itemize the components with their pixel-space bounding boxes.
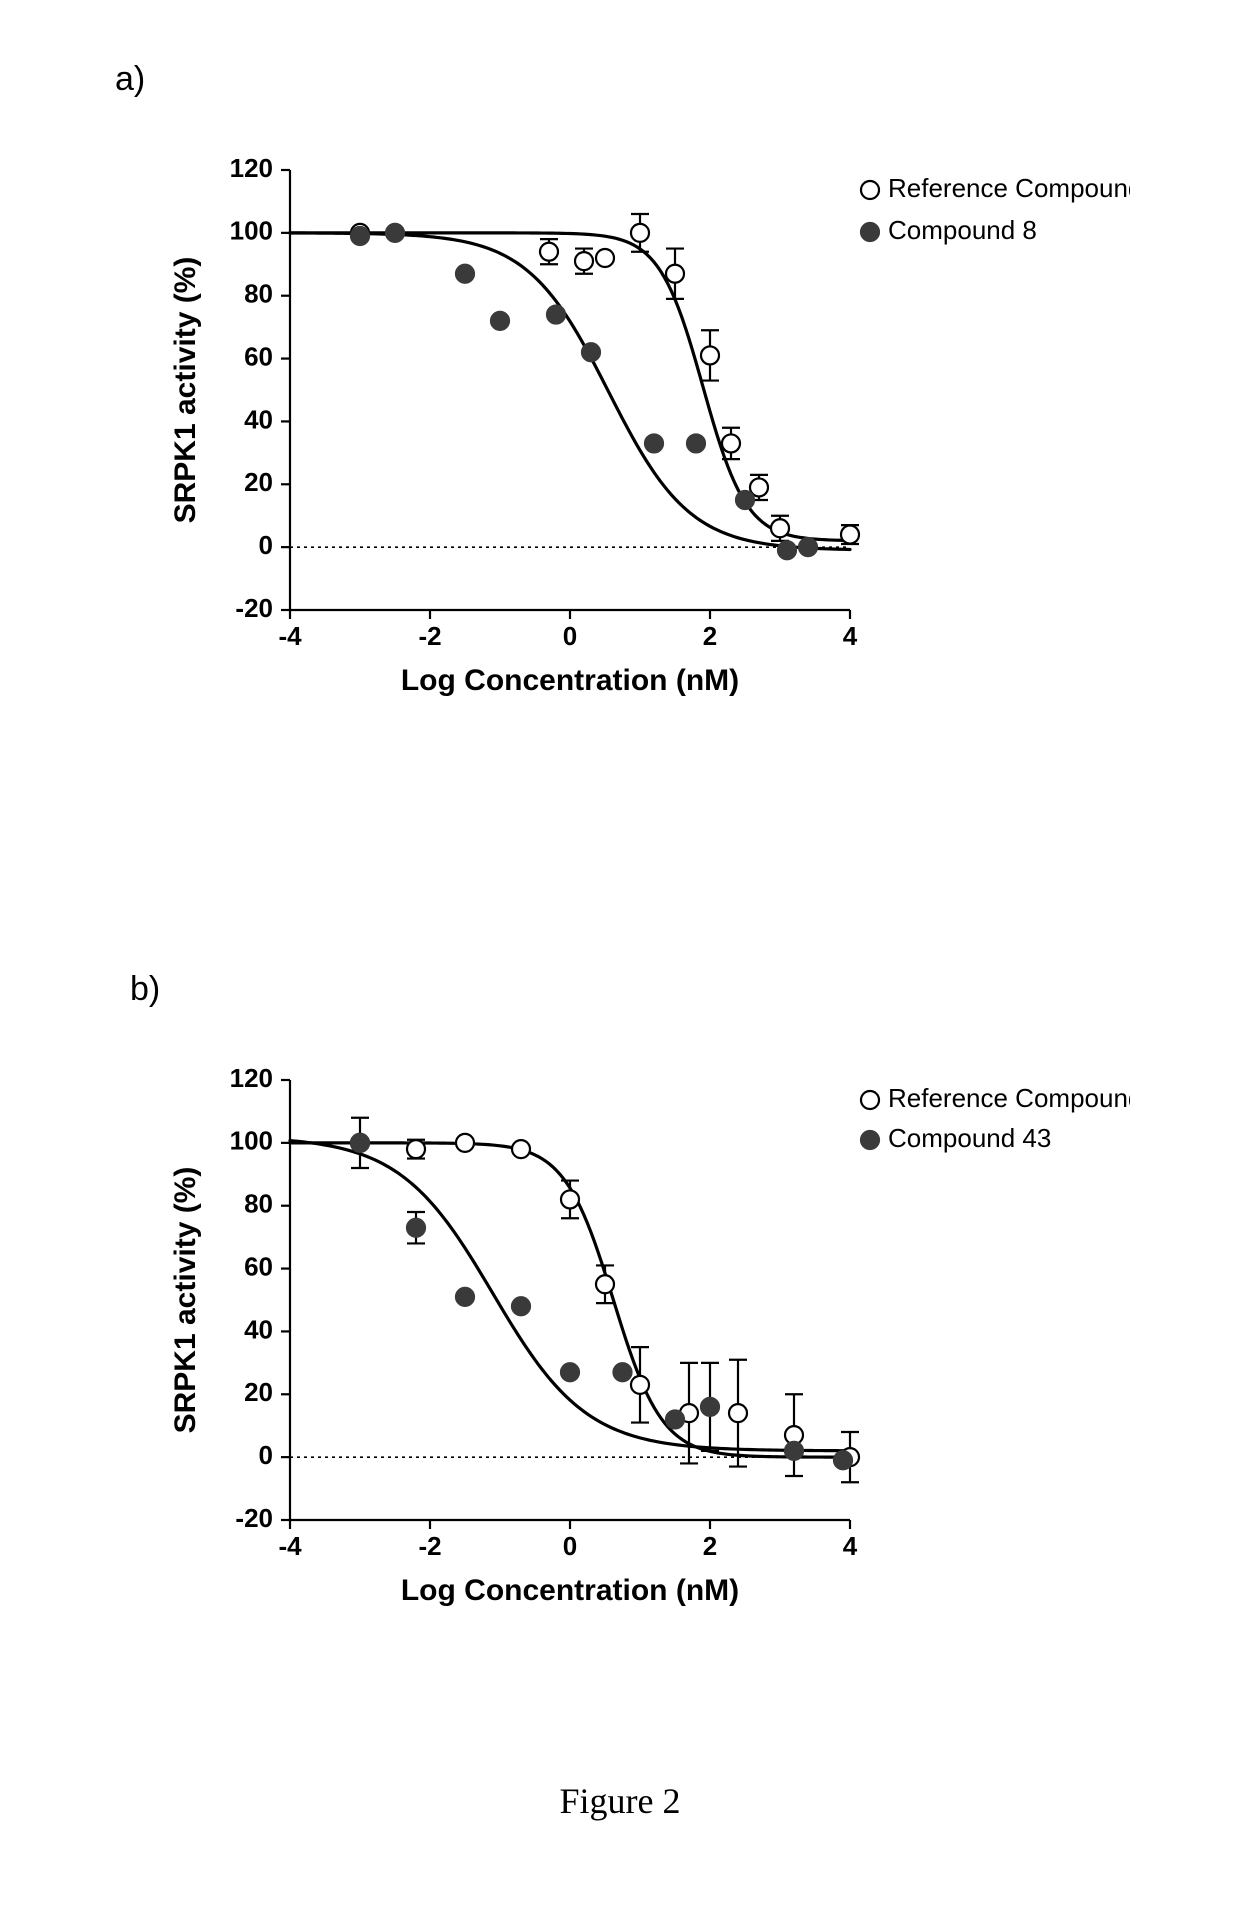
svg-text:0: 0 (259, 1440, 273, 1470)
chart-a: -20020406080100120-4-2024Log Concentrati… (150, 120, 1130, 765)
svg-text:100: 100 (230, 1126, 273, 1156)
svg-text:Compound 8: Compound 8 (888, 215, 1037, 245)
svg-text:Reference Compound: Reference Compound (888, 173, 1130, 203)
svg-text:-20: -20 (235, 593, 273, 623)
svg-text:120: 120 (230, 1063, 273, 1093)
svg-text:100: 100 (230, 216, 273, 246)
svg-text:0: 0 (563, 1531, 577, 1561)
svg-text:Reference Compound: Reference Compound (888, 1083, 1130, 1113)
svg-text:Log Concentration (nM): Log Concentration (nM) (401, 1574, 739, 1607)
svg-text:20: 20 (244, 1377, 273, 1407)
svg-text:20: 20 (244, 467, 273, 497)
svg-text:4: 4 (843, 1531, 858, 1561)
svg-text:-4: -4 (278, 1531, 302, 1561)
panel-b-label: b) (130, 970, 160, 1009)
page: a) -20020406080100120-4-2024Log Concentr… (0, 0, 1240, 1917)
svg-text:2: 2 (703, 621, 717, 651)
svg-text:SRPK1 activity (%): SRPK1 activity (%) (169, 257, 202, 524)
svg-text:Log Concentration (nM): Log Concentration (nM) (401, 664, 739, 697)
svg-text:60: 60 (244, 341, 273, 371)
svg-text:-20: -20 (235, 1503, 273, 1533)
svg-text:40: 40 (244, 1314, 273, 1344)
svg-text:2: 2 (703, 1531, 717, 1561)
figure-caption: Figure 2 (0, 1780, 1240, 1822)
svg-text:0: 0 (259, 530, 273, 560)
svg-text:Compound 43: Compound 43 (888, 1123, 1051, 1153)
svg-text:40: 40 (244, 404, 273, 434)
svg-text:60: 60 (244, 1251, 273, 1281)
panel-a-label: a) (115, 60, 145, 99)
svg-text:-2: -2 (418, 1531, 441, 1561)
svg-text:80: 80 (244, 279, 273, 309)
svg-text:4: 4 (843, 621, 858, 651)
svg-text:-4: -4 (278, 621, 302, 651)
svg-text:-2: -2 (418, 621, 441, 651)
svg-text:80: 80 (244, 1189, 273, 1219)
svg-text:SRPK1 activity (%): SRPK1 activity (%) (169, 1167, 202, 1434)
svg-text:120: 120 (230, 153, 273, 183)
svg-text:0: 0 (563, 621, 577, 651)
chart-b: -20020406080100120-4-2024Log Concentrati… (150, 1030, 1130, 1675)
